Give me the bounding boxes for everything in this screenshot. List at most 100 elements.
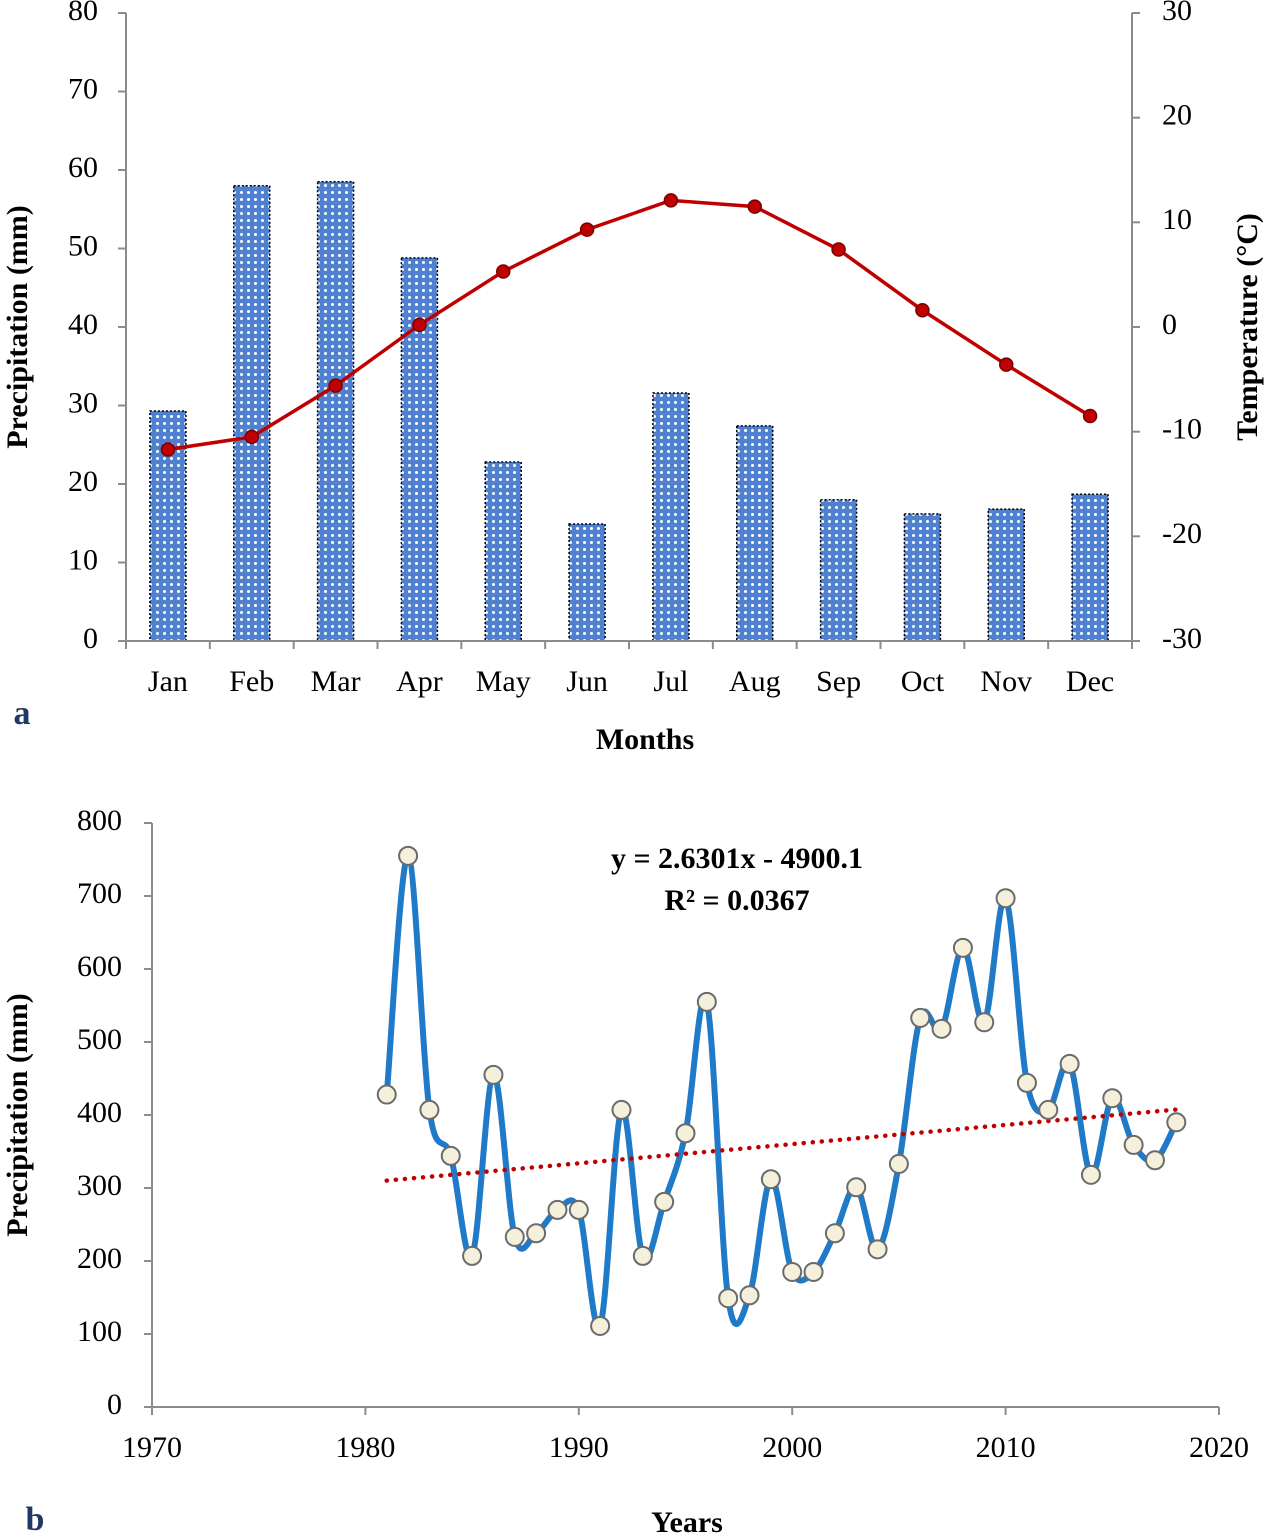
y-tick-label: 80 bbox=[68, 0, 98, 27]
precipitation-marker bbox=[547, 1199, 568, 1220]
y2-tick-label: -20 bbox=[1162, 517, 1202, 550]
bar bbox=[1071, 493, 1109, 642]
x-tick-label: Apr bbox=[396, 665, 443, 698]
precipitation-marker bbox=[675, 1123, 696, 1144]
x-tick-label: Nov bbox=[980, 665, 1032, 698]
equation: y = 2.6301x - 4900.1 bbox=[611, 842, 863, 875]
precipitation-marker bbox=[376, 1084, 397, 1105]
precipitation-marker bbox=[1123, 1134, 1144, 1155]
precipitation-marker bbox=[803, 1261, 824, 1282]
bar bbox=[736, 425, 774, 642]
x-tick-label: 1990 bbox=[549, 1431, 609, 1464]
temperature-marker bbox=[663, 193, 679, 208]
y-tick-label: 700 bbox=[77, 877, 122, 910]
panel-label: a bbox=[14, 695, 31, 732]
y-tick-label: 50 bbox=[68, 229, 98, 262]
precipitation-marker bbox=[696, 991, 717, 1012]
bar bbox=[484, 461, 522, 642]
x-tick-label: 2000 bbox=[762, 1431, 822, 1464]
precipitation-marker bbox=[462, 1245, 483, 1266]
y2-tick-label: -10 bbox=[1162, 413, 1202, 446]
precipitation-marker bbox=[824, 1223, 845, 1244]
y2-tick-label: 0 bbox=[1162, 308, 1177, 341]
precipitation-marker bbox=[782, 1261, 803, 1282]
precipitation-marker bbox=[440, 1145, 461, 1166]
temperature-marker bbox=[328, 378, 343, 393]
y-tick-label: 200 bbox=[77, 1242, 122, 1275]
x-tick-label: Jun bbox=[566, 665, 608, 698]
y2-tick-label: 20 bbox=[1162, 99, 1192, 132]
y-tick-label: 40 bbox=[68, 308, 98, 341]
r-squared: R² = 0.0367 bbox=[664, 884, 809, 917]
precipitation-marker bbox=[974, 1012, 995, 1033]
y-tick-label: 500 bbox=[77, 1023, 122, 1056]
precipitation-marker bbox=[1166, 1112, 1187, 1133]
y-tick-label: 0 bbox=[107, 1388, 122, 1421]
precipitation-marker bbox=[654, 1191, 675, 1212]
temperature-marker bbox=[999, 357, 1014, 372]
precipitation-marker bbox=[504, 1226, 525, 1247]
bar bbox=[568, 523, 606, 642]
x-tick-label: 2010 bbox=[976, 1431, 1036, 1464]
y2-axis-label: Temperature (°C) bbox=[1231, 213, 1264, 441]
precipitation-marker bbox=[952, 937, 973, 958]
bar bbox=[819, 498, 858, 642]
y-tick-label: 70 bbox=[68, 72, 98, 105]
temperature-marker bbox=[1082, 408, 1098, 424]
temperature-marker bbox=[412, 317, 427, 333]
precipitation-marker bbox=[526, 1223, 547, 1244]
x-tick-label: Sep bbox=[816, 665, 861, 698]
precipitation-marker bbox=[1144, 1150, 1165, 1171]
y-tick-label: 800 bbox=[77, 804, 122, 837]
bar bbox=[316, 181, 355, 642]
y-tick-label: 100 bbox=[77, 1315, 122, 1348]
precipitation-marker bbox=[931, 1018, 952, 1039]
precipitation-line bbox=[383, 852, 1179, 1331]
x-tick-label: Jan bbox=[148, 665, 188, 698]
x-tick-label: 1980 bbox=[335, 1431, 395, 1464]
y-tick-label: 400 bbox=[77, 1096, 122, 1129]
y2-tick-label: 10 bbox=[1162, 203, 1192, 236]
precipitation-marker bbox=[1080, 1164, 1101, 1185]
precipitation-marker bbox=[590, 1315, 611, 1336]
precipitation-marker bbox=[718, 1288, 739, 1309]
y-tick-label: 20 bbox=[68, 465, 98, 498]
y2-tick-label: -30 bbox=[1162, 622, 1202, 655]
x-tick-label: Jul bbox=[653, 665, 688, 698]
precipitation-marker bbox=[846, 1177, 867, 1198]
temperature-marker bbox=[747, 199, 762, 214]
x-tick-label: 1970 bbox=[122, 1431, 182, 1464]
x-axis-label: Months bbox=[596, 723, 694, 756]
temperature-marker bbox=[831, 242, 846, 257]
y-axis-label: Precipitation (mm) bbox=[1, 205, 34, 449]
precipitation-marker bbox=[568, 1199, 589, 1220]
precipitation-marker bbox=[995, 888, 1016, 909]
precipitation-marker bbox=[867, 1239, 888, 1260]
x-tick-label: 2020 bbox=[1189, 1431, 1249, 1464]
temperature-line bbox=[167, 198, 1091, 452]
y-axis-label: Precipitation (mm) bbox=[1, 993, 34, 1237]
bar bbox=[987, 508, 1025, 642]
precipitation-marker bbox=[739, 1285, 760, 1306]
y-tick-label: 60 bbox=[68, 151, 98, 184]
y-tick-label: 600 bbox=[77, 950, 122, 983]
precipitation-marker bbox=[632, 1245, 653, 1266]
precipitation-marker bbox=[398, 845, 419, 866]
precipitation-marker bbox=[1016, 1072, 1037, 1093]
precipitation-marker bbox=[1059, 1053, 1080, 1074]
x-tick-label: Feb bbox=[229, 665, 274, 698]
temperature-marker bbox=[915, 303, 930, 318]
precipitation-marker bbox=[910, 1007, 931, 1028]
x-tick-label: Oct bbox=[901, 665, 945, 698]
precipitation-marker bbox=[888, 1153, 909, 1174]
x-tick-label: Dec bbox=[1066, 665, 1114, 698]
y2-tick-label: 30 bbox=[1162, 0, 1192, 27]
precipitation-marker bbox=[1102, 1088, 1123, 1109]
temperature-marker bbox=[160, 442, 176, 457]
x-tick-label: Mar bbox=[311, 665, 361, 698]
precipitation-marker bbox=[483, 1064, 504, 1085]
precipitation-marker bbox=[611, 1099, 632, 1120]
y-tick-label: 0 bbox=[83, 622, 98, 655]
